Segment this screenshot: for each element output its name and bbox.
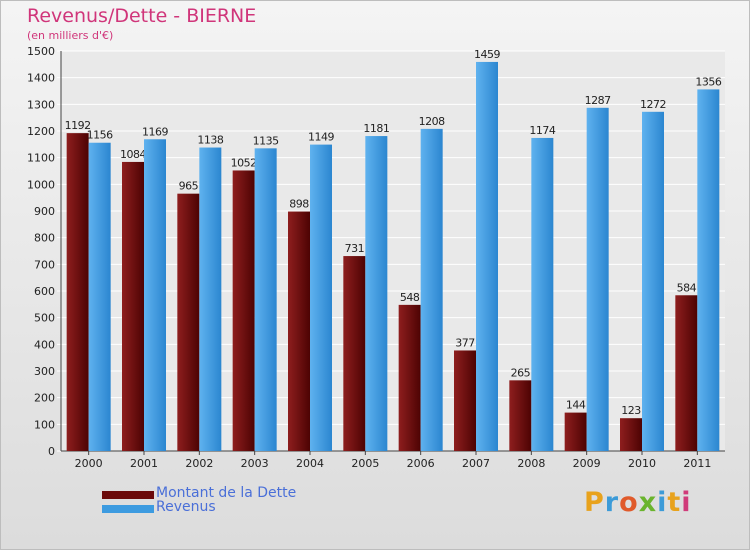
x-tick-label: 2007 <box>462 457 490 470</box>
logo-letter: r <box>604 487 620 518</box>
x-tick-label: 2006 <box>407 457 435 470</box>
logo-letter: P <box>584 487 605 518</box>
y-tick-label: 1200 <box>27 125 55 138</box>
data-label-debt: 123 <box>621 404 641 417</box>
bar-debt <box>288 211 310 451</box>
data-label-debt: 144 <box>566 399 586 412</box>
bar-debt <box>675 295 698 451</box>
data-label-debt: 1084 <box>120 148 146 161</box>
data-label-debt: 265 <box>511 366 531 379</box>
data-label-debt: 1052 <box>231 156 257 169</box>
legend-swatch-debt <box>102 491 154 499</box>
x-tick-label: 2005 <box>351 457 379 470</box>
bar-revenue <box>310 144 332 451</box>
bar-revenue <box>531 137 554 451</box>
bar-debt <box>398 304 421 451</box>
data-label-revenue: 1169 <box>142 125 168 138</box>
y-tick-label: 800 <box>34 232 55 245</box>
bar-revenue <box>254 148 277 452</box>
data-label-debt: 548 <box>400 291 420 304</box>
x-tick-label: 2004 <box>296 457 324 470</box>
x-tick-label: 2010 <box>628 457 656 470</box>
x-tick-label: 2001 <box>130 457 158 470</box>
x-tick-label: 2009 <box>573 457 601 470</box>
bar-debt <box>232 170 255 451</box>
x-tick-label: 2003 <box>241 457 269 470</box>
data-label-revenue: 1356 <box>695 75 721 88</box>
bar-debt <box>177 193 200 451</box>
plot-area <box>61 51 725 451</box>
data-label-debt: 584 <box>677 281 697 294</box>
bar-debt <box>66 133 89 451</box>
y-tick-label: 1500 <box>27 45 55 58</box>
data-label-revenue: 1156 <box>87 129 113 142</box>
data-label-debt: 1192 <box>65 119 91 132</box>
y-tick-label: 1100 <box>27 152 55 165</box>
logo-letter: t <box>667 487 682 518</box>
bar-revenue <box>420 128 443 451</box>
data-label-debt: 965 <box>179 180 199 193</box>
y-tick-label: 900 <box>34 205 55 218</box>
y-tick-label: 200 <box>34 392 55 405</box>
data-label-revenue: 1272 <box>640 98 666 111</box>
data-label-revenue: 1174 <box>529 124 555 137</box>
logo-letter: i <box>657 487 668 518</box>
y-tick-label: 1000 <box>27 178 55 191</box>
bar-debt <box>620 418 642 451</box>
data-label-revenue: 1138 <box>197 134 223 147</box>
data-label-revenue: 1149 <box>308 131 334 144</box>
legend-label-debt: Montant de la Dette <box>156 485 297 501</box>
bar-debt <box>454 350 476 451</box>
data-label-revenue: 1208 <box>419 115 445 128</box>
legend-label-revenue: Revenus <box>156 499 216 515</box>
bar-debt <box>509 380 532 451</box>
bar-debt <box>343 256 366 451</box>
bar-revenue <box>697 89 720 452</box>
y-tick-label: 600 <box>34 285 55 298</box>
data-label-debt: 731 <box>345 242 365 255</box>
x-tick-label: 2008 <box>517 457 545 470</box>
y-tick-label: 0 <box>48 445 55 458</box>
bar-revenue <box>586 107 609 452</box>
bar-debt <box>122 161 144 451</box>
y-tick-label: 700 <box>34 258 55 271</box>
bar-revenue <box>144 139 166 451</box>
data-label-revenue: 1287 <box>585 94 611 107</box>
bar-debt <box>564 412 587 451</box>
y-tick-label: 400 <box>34 338 55 351</box>
y-tick-label: 1400 <box>27 72 55 85</box>
chart-title: Revenus/Dette - BIERNE <box>27 5 257 27</box>
bar-revenue <box>476 61 498 451</box>
x-tick-label: 2011 <box>683 457 711 470</box>
y-tick-label: 1300 <box>27 98 55 111</box>
y-tick-label: 100 <box>34 418 55 431</box>
legend-swatch-revenue <box>102 505 154 513</box>
bar-revenue <box>88 142 111 451</box>
bar-revenue <box>365 136 388 452</box>
x-tick-label: 2002 <box>185 457 213 470</box>
data-label-revenue: 1181 <box>363 122 389 135</box>
y-tick-label: 500 <box>34 312 55 325</box>
data-label-debt: 377 <box>455 336 475 349</box>
y-tick-label: 300 <box>34 365 55 378</box>
bar-revenue <box>199 147 222 452</box>
logo-letter: o <box>619 487 639 518</box>
chart-subtitle: (en milliers d'€) <box>27 29 114 42</box>
proxiti-logo: Proxiti <box>584 487 692 518</box>
logo-letter: x <box>638 487 658 518</box>
data-label-debt: 898 <box>289 198 309 211</box>
x-tick-label: 2000 <box>75 457 103 470</box>
data-label-revenue: 1135 <box>253 134 279 147</box>
data-label-revenue: 1459 <box>474 48 500 61</box>
bar-revenue <box>642 111 664 452</box>
logo-letter: i <box>681 487 692 518</box>
